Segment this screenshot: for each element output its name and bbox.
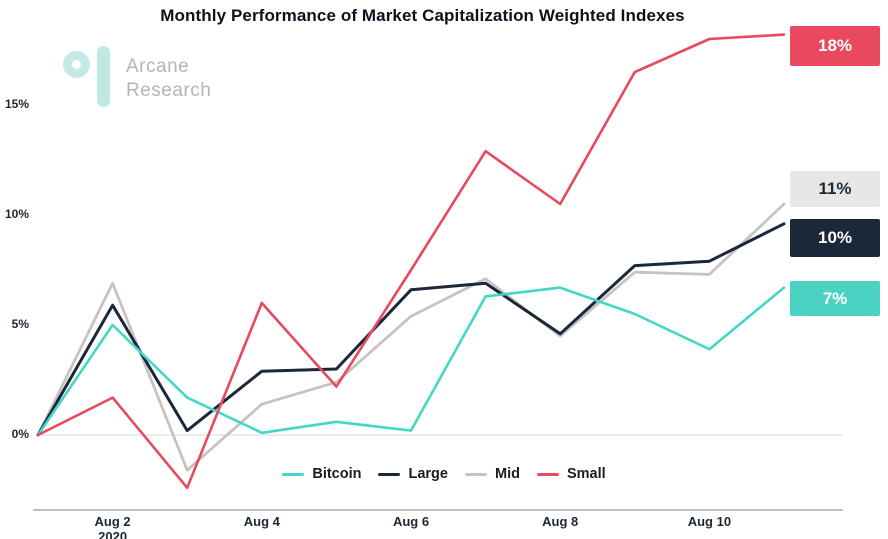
- y-axis-label-5: 5%: [11, 317, 29, 331]
- x-axis-sublabel-year: 2020: [98, 529, 128, 539]
- end-label-small: 18%: [790, 26, 880, 66]
- logo-line-1: Arcane: [126, 56, 190, 77]
- legend-label: Large: [408, 466, 448, 482]
- x-axis-label-aug-2: Aug 2: [94, 514, 131, 529]
- end-label-mid: 11%: [790, 171, 880, 207]
- series-line-mid: [36, 202, 786, 472]
- legend-item-large: Large: [378, 466, 448, 482]
- legend-swatch-bitcoin-icon: [282, 472, 305, 476]
- legend-label: Mid: [494, 466, 520, 482]
- series-line-bitcoin: [36, 286, 786, 437]
- logo-line-2: Research: [126, 80, 212, 101]
- arcane-logo-text: Arcane Research: [126, 55, 211, 103]
- legend-swatch-large-icon: [378, 472, 401, 476]
- legend-label: Bitcoin: [312, 466, 362, 482]
- y-axis-label-10: 10%: [4, 207, 29, 221]
- chart-title: Monthly Performance of Market Capitaliza…: [160, 6, 685, 25]
- series-line-large: [36, 222, 786, 437]
- x-axis-label-aug-10: Aug 10: [687, 514, 732, 529]
- legend-label: Small: [566, 466, 606, 482]
- legend-swatch-mid-icon: [464, 472, 487, 476]
- legend-item-mid: Mid: [464, 466, 520, 482]
- arcane-logo-icon-bar: [97, 46, 110, 107]
- end-label-large: 10%: [790, 219, 880, 257]
- arcane-logo-icon: [63, 51, 90, 78]
- legend-item-bitcoin: Bitcoin: [282, 466, 361, 482]
- y-axis-label-15: 15%: [4, 97, 29, 111]
- y-axis-label-0: 0%: [11, 427, 29, 441]
- end-label-bitcoin: 7%: [790, 281, 880, 316]
- legend-swatch-small-icon: [536, 472, 559, 476]
- x-axis-label-aug-4: Aug 4: [243, 514, 280, 529]
- x-axis-label-aug-8: Aug 8: [542, 514, 579, 529]
- x-axis-label-aug-6: Aug 6: [392, 514, 430, 529]
- legend-item-small: Small: [536, 466, 606, 482]
- series-line-small: [36, 33, 786, 490]
- chart-legend: Bitcoin Large Mid Small: [0, 466, 888, 482]
